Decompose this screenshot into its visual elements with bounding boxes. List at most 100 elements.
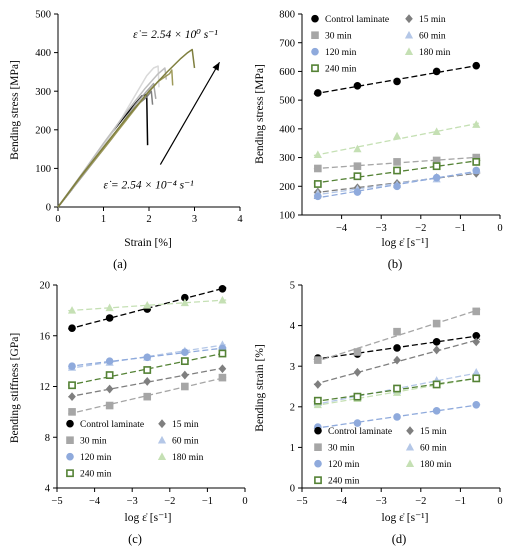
y-tick-label: 0 <box>46 203 51 214</box>
legend-label: 120 min <box>328 460 360 470</box>
x-tick-label: 0 <box>242 496 247 507</box>
y-tick-label: 2 <box>290 402 295 413</box>
legend-label: 15 min <box>419 15 446 25</box>
data-point <box>180 357 189 366</box>
panel-c: −5 −4 −3 −2 −1 0 4 8 12 16 20 log ε̇ [s⁻¹] Bending s… <box>9 281 248 546</box>
data-point <box>353 392 362 401</box>
data-point <box>218 364 227 374</box>
y-tick-label: 500 <box>35 10 51 21</box>
data-point <box>432 173 441 182</box>
data-point <box>432 338 441 346</box>
legend-label: Control laminate <box>328 427 392 437</box>
panel-label: (d) <box>392 532 407 546</box>
legend-marker <box>405 459 415 467</box>
data-point <box>353 144 362 153</box>
y-tick-label: 0 <box>290 484 295 495</box>
data-point <box>68 408 76 416</box>
data-point <box>143 377 152 386</box>
legend: Control laminate 15 min 30 min 60 min 120 mi… <box>314 426 452 487</box>
x-tick-label: −1 <box>202 496 213 507</box>
legend-marker <box>66 452 74 461</box>
data-point <box>393 327 401 336</box>
data-point <box>218 295 227 304</box>
x-tick-label: −2 <box>415 223 426 234</box>
legend-marker <box>311 14 319 23</box>
legend-label: 120 min <box>325 48 357 58</box>
data-point <box>68 381 76 390</box>
legend-marker <box>314 426 322 435</box>
data-point <box>353 348 362 356</box>
x-tick-label: 4 <box>237 214 243 225</box>
y-tick-label: 400 <box>35 48 51 59</box>
y-tick-label: 100 <box>35 164 51 175</box>
data-point <box>393 384 401 393</box>
legend-label: 60 min <box>419 32 446 42</box>
legend-label: 30 min <box>325 32 352 42</box>
y-tick-label: 8 <box>45 433 50 444</box>
data-point <box>105 401 114 410</box>
legend-marker <box>406 426 414 436</box>
x-tick-label: −1 <box>455 496 466 507</box>
data-point <box>105 314 114 322</box>
y-axis-label: Bending stress [MPa] <box>254 64 266 164</box>
x-axis-label: log ε̇ [s⁻¹] <box>382 512 429 524</box>
data-point <box>353 81 362 90</box>
legend-marker <box>404 30 414 39</box>
data-point <box>105 303 114 312</box>
legend-label: 180 min <box>172 453 204 463</box>
data-point <box>393 355 401 365</box>
x-tick-label: −4 <box>89 496 101 507</box>
legend-label: 180 min <box>420 460 452 470</box>
x-tick-label: −3 <box>376 223 387 234</box>
y-tick-label: 5 <box>290 281 295 292</box>
stress-strain-curve <box>57 48 196 208</box>
legend-label: Control laminate <box>80 420 144 430</box>
data-point <box>472 367 481 376</box>
legend-marker <box>314 476 322 485</box>
data-point <box>472 337 481 347</box>
data-point <box>67 306 77 314</box>
y-tick-label: 200 <box>279 182 295 193</box>
y-tick-label: 500 <box>279 96 295 107</box>
x-axis-label: Strain [%] <box>124 237 172 249</box>
legend-marker <box>311 47 319 56</box>
data-point <box>143 366 152 374</box>
annotation: ε̇ = 2.54 × 10⁻⁴ s⁻¹ <box>104 179 195 191</box>
data-point <box>353 172 362 181</box>
x-tick-label: 3 <box>192 214 197 225</box>
data-point <box>105 371 114 379</box>
data-point <box>218 373 227 382</box>
y-axis-label: Bending stiffness [GPa] <box>9 333 21 443</box>
data-point <box>472 166 481 175</box>
data-point <box>472 374 481 383</box>
data-point <box>472 157 481 166</box>
data-point <box>313 150 322 158</box>
legend-label: 15 min <box>172 420 199 430</box>
x-tick-label: 0 <box>55 214 60 225</box>
legend-marker <box>157 452 167 460</box>
legend-label: 240 min <box>80 470 112 480</box>
legend-marker <box>311 31 319 39</box>
y-tick-label: 200 <box>35 125 51 136</box>
data-point <box>143 353 152 362</box>
data-point <box>472 61 481 70</box>
y-tick-label: 300 <box>35 87 51 98</box>
x-tick-label: 2 <box>146 214 151 225</box>
legend-label: 60 min <box>172 437 199 447</box>
legend-marker <box>404 47 414 55</box>
legend-marker <box>405 14 413 24</box>
trend-line <box>313 308 481 363</box>
legend-label: 15 min <box>420 427 447 437</box>
data-point <box>68 392 76 402</box>
panel-b: −4 −3 −2 −1 0 100 200 300 400 500 600 700 800 log ε̇ … <box>254 10 503 271</box>
annotation: ε̇ = 2.54 × 10⁰ s⁻¹ <box>133 29 218 41</box>
x-tick-label: −4 <box>336 223 348 234</box>
data-point <box>472 331 481 340</box>
data-point <box>393 413 401 421</box>
data-point <box>313 396 322 405</box>
data-point <box>432 156 441 165</box>
data-point <box>432 319 441 328</box>
y-axis-label: Bending strain [%] <box>254 344 266 432</box>
panel-label: (b) <box>388 257 403 271</box>
y-tick-label: 1 <box>290 443 295 454</box>
